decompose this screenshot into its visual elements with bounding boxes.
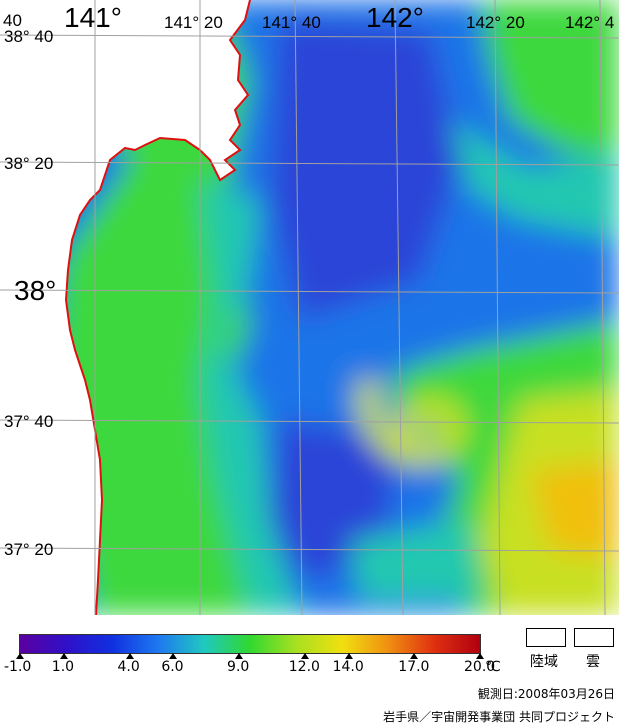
- scale-tick-mark: [410, 653, 419, 659]
- lat-label-38-20: 38° 20: [4, 154, 54, 173]
- lat-lon-grid: [0, 0, 619, 615]
- lon-label-142-40: 142° 4: [565, 13, 615, 32]
- lat-label-37-40: 37° 40: [4, 412, 54, 431]
- scale-tick-mark: [169, 653, 178, 659]
- scale-tick-mark: [125, 653, 134, 659]
- scale-tick-label: -1.0: [4, 659, 32, 675]
- lon-label-142: 142°: [366, 2, 424, 33]
- scale-tick-label: 12.0: [288, 659, 320, 675]
- scale-tick-mark: [235, 653, 244, 659]
- lat-label-38: 38°: [14, 275, 57, 306]
- scale-tick-mark: [59, 653, 68, 659]
- scale-tick-mark: [300, 653, 309, 659]
- unit-label: ℃: [485, 659, 501, 675]
- lon-label-140-40: 40: [3, 11, 22, 30]
- lon-label-141-20: 141° 20: [164, 13, 223, 32]
- scale-tick-label: 9.0: [227, 659, 250, 675]
- land-key-swatch: [526, 628, 566, 647]
- lon-label-141-40: 141° 40: [262, 13, 321, 32]
- scale-tick-label: 6.0: [161, 659, 184, 675]
- cloud-key-label: 雲: [586, 654, 600, 670]
- land-mass: [0, 0, 250, 615]
- coastline: [64, 0, 251, 615]
- lon-label-141: 141°: [64, 2, 122, 33]
- scale-tick-mark: [16, 653, 24, 659]
- credit-text: 岩手県／宇宙開発事業団 共同プロジェクト: [383, 710, 615, 724]
- temperature-color-scale: [19, 634, 481, 654]
- scale-tick-label: 20.0: [464, 659, 496, 675]
- scale-tick-label: 17.0: [398, 659, 430, 675]
- scale-tick-mark: [476, 653, 484, 659]
- sea-surface-temperature-map: [0, 0, 619, 615]
- lat-label-37-20: 37° 20: [4, 540, 54, 559]
- sst-field: [0, 0, 619, 615]
- lat-label-38-40: 38° 40: [4, 27, 54, 46]
- observation-date: 観測日:2008年03月26日: [477, 687, 615, 701]
- scale-tick-mark: [344, 653, 353, 659]
- land-key-label: 陸域: [530, 654, 558, 670]
- scale-tick-label: 1.0: [51, 659, 75, 675]
- scale-tick-label: 14.0: [332, 659, 364, 675]
- cloud-key-swatch: [574, 628, 614, 647]
- scale-tick-label: 4.0: [117, 659, 140, 675]
- lon-label-142-20: 142° 20: [466, 13, 525, 32]
